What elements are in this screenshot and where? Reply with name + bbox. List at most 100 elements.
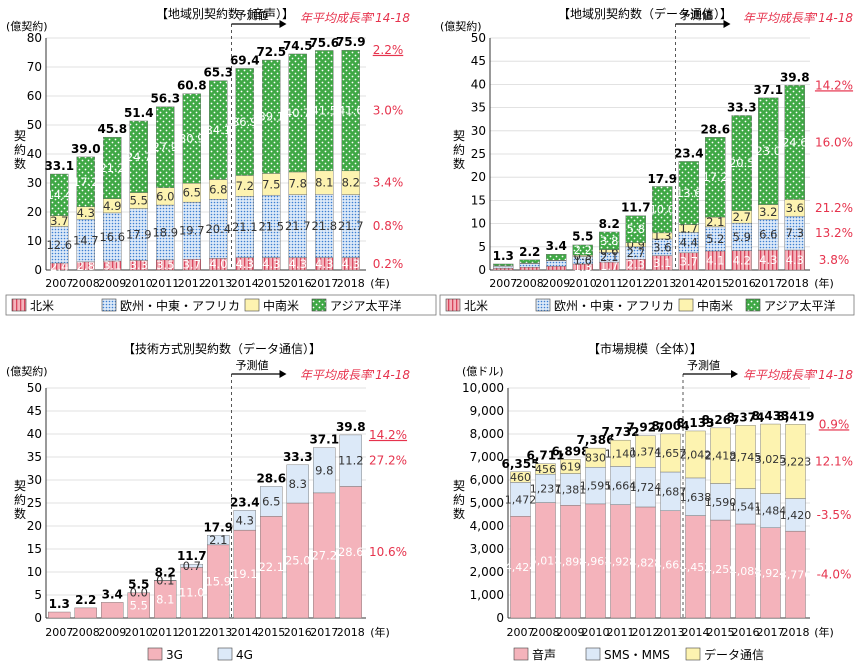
cagr-total-label: 14.2%: [815, 78, 853, 92]
segment-value-label: 3.7: [680, 254, 698, 268]
projection-arrowhead: [279, 20, 287, 28]
segment-value-label: 21.8: [311, 219, 337, 233]
segment-value-label: 2,042: [680, 448, 712, 461]
segment-value-label: 1,687: [655, 485, 687, 498]
y-tick-label: 10: [27, 234, 42, 248]
cagr-series-label: 13.2%: [815, 226, 853, 240]
panel-3-cagr-title: 年平均成長率'14-18: [300, 368, 411, 382]
y-tick-label: 10,000: [462, 381, 504, 395]
legend-label: SMS・MMS: [604, 648, 670, 662]
x-tick-label: 2016: [284, 626, 312, 639]
segment-value-label: 0.7: [183, 559, 201, 573]
bar-segment: [731, 115, 752, 211]
x-tick-label: 2014: [682, 626, 710, 639]
segment-value-label: 3,776: [780, 569, 812, 582]
panel-1-projection: 予測値: [231, 8, 287, 270]
total-value-label: 3.4: [546, 239, 567, 253]
cagr-series-label: 3.8%: [819, 253, 850, 267]
total-value-label: 11.7: [621, 201, 651, 215]
cagr-series-label: 16.0%: [815, 135, 853, 149]
bar-segment: [262, 59, 281, 174]
segment-value-label: 2.3: [627, 258, 645, 272]
segment-value-label: 21.7: [338, 219, 364, 233]
panel-2-cagr-title: 年平均成長率'14-18: [743, 11, 854, 25]
segment-value-label: 34.1: [205, 123, 231, 137]
segment-value-label: 4,452: [680, 561, 712, 574]
x-tick-label: 2008: [516, 277, 544, 290]
y-tick-label: 10: [27, 565, 42, 579]
bar-segment: [101, 602, 124, 619]
cagr-total-label: 14.2%: [369, 428, 407, 442]
total-value-label: 72.5: [256, 45, 286, 59]
bar-segment: [705, 137, 726, 218]
segment-value-label: 4,661: [655, 558, 687, 571]
bar-segment: [156, 106, 175, 188]
bar-segment: [180, 563, 203, 568]
segment-value-label: 3.8: [600, 234, 618, 248]
segment-value-label: 4,424: [505, 561, 537, 574]
segment-value-label: 5.5: [130, 194, 148, 208]
segment-value-label: 20.5: [729, 156, 755, 170]
x-unit-label: (年): [814, 625, 834, 639]
x-tick-label: 2015: [257, 626, 285, 639]
panel-2-title: 【地域別契約数（データ通信）】: [558, 6, 732, 21]
x-tick-label: 2018: [337, 277, 365, 290]
legend-label: 欧州・中東・アフリカ: [554, 298, 674, 313]
bar-segment: [546, 266, 567, 271]
total-value-label: 8.2: [599, 217, 620, 231]
segment-value-label: 3.5: [156, 258, 174, 272]
segment-value-label: 21.7: [285, 219, 311, 233]
bar-segment: [784, 85, 805, 200]
panel-3-x-ticks: 2007200820092010201120122013201420152016…: [45, 625, 390, 639]
segment-value-label: 1,595: [580, 480, 612, 493]
bar-segment: [785, 424, 806, 499]
segment-value-label: 3.6: [653, 240, 671, 254]
y-tick-label: 40: [27, 427, 42, 441]
y-tick-label: 0: [478, 263, 486, 277]
total-value-label: 7,732: [602, 425, 640, 439]
legend-label: 中南米: [263, 298, 299, 313]
segment-value-label: 0.1: [156, 574, 174, 588]
bar-segment: [286, 464, 309, 504]
y-tick-label: 70: [27, 60, 42, 74]
x-tick-label: 2009: [98, 626, 126, 639]
bar-segment: [685, 430, 706, 479]
x-tick-label: 2011: [595, 277, 623, 290]
panel-voice-by-region: 【地域別契約数（音声）】 (億契約) 年平均成長率'14-18 0 10 20 30 4…: [5, 6, 437, 316]
bar-segment: [546, 260, 567, 267]
x-tick-label: 2016: [284, 277, 312, 290]
bar-segment: [209, 80, 228, 180]
segment-value-label: 36.9: [232, 115, 258, 129]
y-tick-label: 25: [27, 496, 42, 510]
x-tick-label: 2010: [125, 626, 153, 639]
cagr-series-label: 12.1%: [815, 454, 853, 468]
y-tick-label: 45: [27, 404, 42, 418]
segment-value-label: 17.2: [702, 170, 728, 184]
projection-label: 予測値: [687, 358, 720, 372]
x-tick-label: 2013: [657, 626, 685, 639]
legend-swatch: [147, 647, 163, 661]
y-tick-label: 15: [471, 193, 486, 207]
total-value-label: 33.3: [283, 450, 313, 464]
x-tick-label: 2014: [675, 277, 703, 290]
bar-segment: [182, 93, 201, 184]
total-value-label: 1.3: [493, 249, 514, 263]
total-value-label: 33.3: [727, 100, 757, 114]
segment-value-label: 39.1: [258, 110, 284, 124]
panel-3-y-ticks: 0 5 10 15 20 25 30 35 40 45 50 契約数: [14, 381, 42, 625]
panel-3-title: 【技術方式別契約数（データ通信）】: [123, 341, 321, 356]
y-tick-label: 5: [34, 588, 42, 602]
segment-value-label: 2.1: [209, 533, 227, 547]
x-tick-label: 2013: [204, 277, 232, 290]
y-tick-label: 35: [27, 450, 42, 464]
segment-value-label: 1,420: [780, 509, 812, 522]
y-tick-label: 0: [34, 611, 42, 625]
legend-frame: [439, 294, 855, 316]
x-tick-label: 2007: [507, 626, 535, 639]
segment-value-label: 14.4: [46, 188, 72, 202]
bar-segment: [260, 486, 283, 517]
segment-value-label: 4.3: [342, 257, 360, 271]
y-tick-label: 10: [471, 217, 486, 231]
segment-value-label: 4.9: [103, 199, 121, 213]
